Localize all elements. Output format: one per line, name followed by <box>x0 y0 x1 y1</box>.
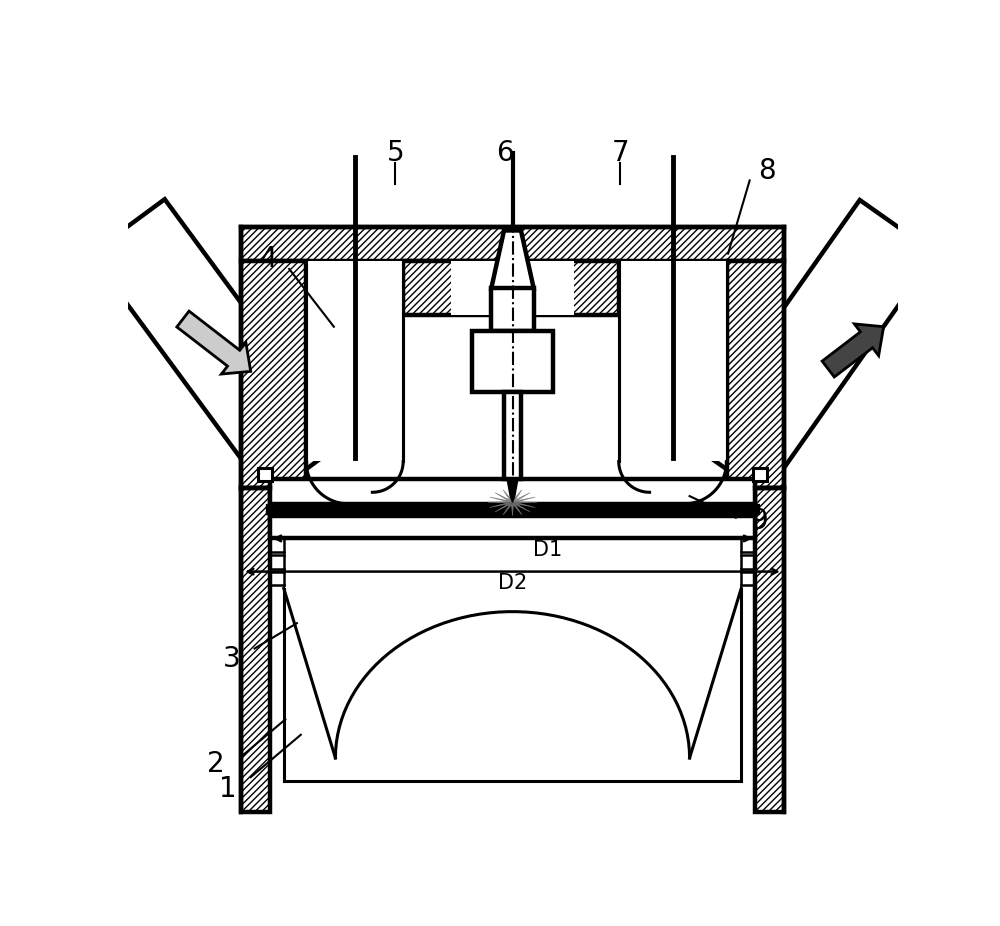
Polygon shape <box>727 261 784 488</box>
Bar <box>619 261 727 461</box>
Text: 7: 7 <box>611 140 629 168</box>
Polygon shape <box>241 488 270 812</box>
Bar <box>266 504 759 514</box>
Bar <box>270 479 755 504</box>
Text: 5: 5 <box>387 140 404 168</box>
Polygon shape <box>403 261 619 315</box>
Polygon shape <box>90 199 343 496</box>
Bar <box>451 261 574 315</box>
Text: 9: 9 <box>750 507 768 534</box>
Bar <box>472 331 553 393</box>
Text: D1: D1 <box>533 540 562 560</box>
FancyArrow shape <box>177 311 251 374</box>
Bar <box>491 288 534 331</box>
Bar <box>241 227 784 261</box>
Polygon shape <box>507 479 518 502</box>
Bar <box>270 516 755 538</box>
Text: 3: 3 <box>223 645 240 673</box>
Polygon shape <box>488 489 537 516</box>
Polygon shape <box>755 488 784 812</box>
Text: 2: 2 <box>207 750 225 778</box>
FancyArrow shape <box>822 324 884 377</box>
Polygon shape <box>491 231 534 288</box>
Bar <box>306 261 403 461</box>
Text: 4: 4 <box>260 245 277 273</box>
Text: 8: 8 <box>758 157 775 185</box>
Text: D2: D2 <box>498 573 527 594</box>
Bar <box>504 393 521 479</box>
Polygon shape <box>689 200 935 495</box>
Bar <box>753 469 767 481</box>
Text: 6: 6 <box>496 140 514 168</box>
Text: 1: 1 <box>219 775 236 803</box>
Bar <box>258 469 272 481</box>
Polygon shape <box>241 261 306 488</box>
